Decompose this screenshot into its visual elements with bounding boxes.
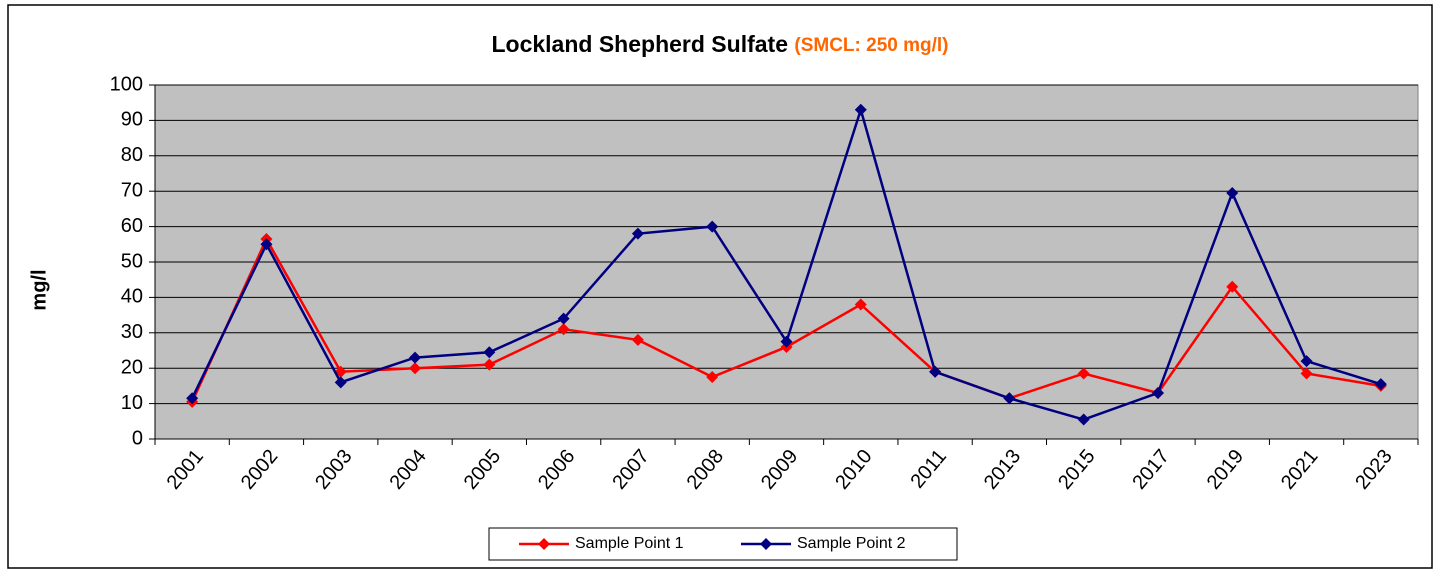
y-axis-label: mg/l — [28, 269, 50, 310]
marker — [780, 335, 793, 348]
marker — [483, 358, 496, 371]
y-tick-label: 70 — [121, 179, 143, 201]
marker — [1077, 367, 1090, 380]
y-tick-label: 90 — [121, 109, 143, 131]
marker — [1077, 413, 1090, 426]
legend-marker — [760, 538, 772, 550]
marker — [557, 312, 570, 325]
marker — [1374, 378, 1387, 391]
marker — [706, 371, 719, 384]
legend-label: Sample Point 2 — [797, 535, 906, 552]
y-tick-label: 80 — [121, 144, 143, 166]
y-tick-label: 50 — [121, 250, 143, 272]
marker — [1300, 355, 1313, 368]
marker — [631, 227, 644, 240]
y-tick-label: 0 — [132, 427, 143, 449]
marker — [334, 376, 347, 389]
marker — [260, 238, 273, 251]
marker — [706, 220, 719, 233]
marker — [409, 351, 422, 364]
marker — [483, 346, 496, 359]
marker — [1151, 386, 1164, 399]
y-tick-label: 100 — [110, 73, 143, 95]
legend-label: Sample Point 1 — [575, 535, 684, 552]
chart-title: Lockland Shepherd Sulfate (SMCL: 250 mg/… — [491, 31, 948, 57]
marker — [1226, 280, 1239, 293]
marker — [929, 365, 942, 378]
marker — [557, 323, 570, 336]
marker — [409, 362, 422, 375]
y-tick-label: 20 — [121, 356, 143, 378]
marker — [186, 392, 199, 405]
marker — [1226, 186, 1239, 199]
marker — [631, 333, 644, 346]
y-tick-label: 10 — [121, 392, 143, 414]
y-tick-label: 30 — [121, 321, 143, 343]
marker — [1003, 392, 1016, 405]
marker — [854, 103, 867, 116]
y-tick-label: 60 — [121, 215, 143, 237]
legend-marker — [538, 538, 550, 550]
marker — [854, 298, 867, 311]
title-note: (SMCL: 250 mg/l) — [794, 35, 948, 56]
marker — [1300, 367, 1313, 380]
y-tick-label: 40 — [121, 286, 143, 308]
title-main: Lockland Shepherd Sulfate — [491, 31, 788, 57]
